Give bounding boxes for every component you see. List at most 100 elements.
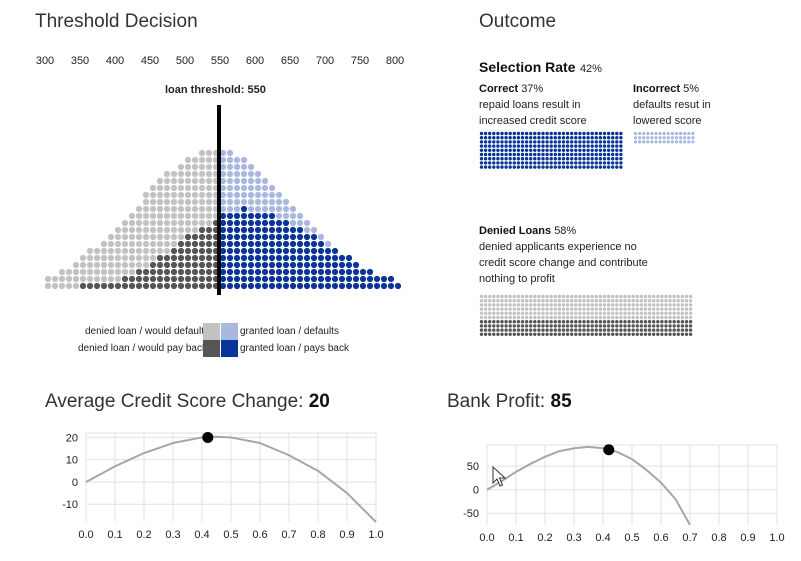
applicant-dot (191, 275, 199, 283)
correct-block: Correct 37% repaid loans result in incre… (479, 81, 587, 129)
x-tick-label: 1.0 (769, 532, 784, 544)
outcome-dot (570, 294, 574, 299)
applicant-dot (93, 261, 101, 269)
applicant-dot (198, 226, 206, 234)
outcome-dot (529, 303, 533, 307)
outcome-dot (570, 320, 574, 324)
applicant-dot (184, 184, 192, 192)
applicant-dot (177, 275, 185, 283)
outcome-dot (512, 157, 516, 161)
applicant-dot (317, 247, 325, 255)
applicant-dot (128, 268, 136, 276)
outcome-dot (516, 165, 521, 169)
applicant-dot (240, 233, 248, 241)
applicant-dot (254, 191, 262, 199)
outcome-dot (508, 307, 512, 311)
applicant-dot (261, 226, 269, 234)
outcome-dot (529, 140, 533, 144)
outcome-dot (500, 328, 504, 332)
outcome-dot (668, 332, 672, 336)
applicant-dot (128, 233, 136, 241)
outcome-dot (561, 140, 566, 144)
outcome-dot (496, 294, 500, 299)
outcome-dot (662, 131, 666, 136)
applicant-dot (359, 268, 367, 276)
outcome-dot (656, 311, 660, 315)
outcome-dot (557, 157, 562, 161)
outcome-dot (586, 157, 590, 161)
outcome-dot (549, 303, 553, 307)
outcome-dot (516, 332, 521, 336)
outcome-dot (488, 315, 492, 320)
outcome-dot (483, 320, 488, 324)
outcome-dot (680, 311, 685, 315)
applicant-dot (93, 247, 101, 255)
applicant-dot (163, 275, 171, 283)
outcome-dot (492, 324, 496, 328)
denied-label: Denied Loans (479, 225, 552, 237)
outcome-dot (549, 136, 553, 140)
outcome-dot (570, 131, 574, 136)
outcome-dot (635, 320, 639, 324)
outcome-dot (504, 307, 508, 311)
applicant-dot (191, 247, 199, 255)
x-tick-label: 0.1 (107, 529, 122, 541)
applicant-dot (191, 177, 199, 185)
outcome-dot (594, 332, 598, 336)
applicant-dot (226, 191, 234, 199)
outcome-dot (590, 299, 594, 303)
outcome-dot (590, 157, 594, 161)
outcome-dot (545, 144, 549, 148)
outcome-dot (520, 320, 525, 324)
outcome-dot (590, 303, 594, 307)
outcome-dot (639, 332, 644, 336)
outcome-dot (615, 131, 619, 136)
applicant-dot (275, 261, 283, 269)
applicant-dot (226, 149, 234, 157)
outcome-dot (646, 136, 650, 140)
outcome-dot (516, 131, 521, 136)
outcome-dot (500, 165, 504, 169)
outcome-dot (520, 131, 525, 136)
applicant-dot (128, 282, 136, 290)
outcome-dot (598, 332, 603, 336)
outcome-dot (524, 165, 529, 169)
outcome-dot (619, 332, 623, 336)
outcome-dot (537, 324, 541, 328)
applicant-dot (352, 268, 360, 276)
outcome-dot (680, 332, 685, 336)
applicant-dot (282, 268, 290, 276)
x-tick-label: 0.9 (339, 529, 354, 541)
applicant-dot (149, 275, 157, 283)
applicant-dot (170, 226, 178, 234)
outcome-dot (520, 140, 525, 144)
applicant-dot (121, 261, 129, 269)
outcome-dot (529, 311, 533, 315)
applicant-dot (191, 254, 199, 262)
threshold-slider-handle[interactable] (217, 105, 221, 295)
outcome-dot (598, 299, 603, 303)
applicant-dot (114, 240, 122, 248)
outcome-dot (524, 131, 529, 136)
outcome-dot (553, 144, 557, 148)
outcome-dot (668, 303, 672, 307)
applicant-dot (177, 191, 185, 199)
outcome-dot (570, 148, 574, 152)
applicant-dot (324, 275, 332, 283)
x-tick-label: 0.8 (711, 532, 726, 544)
outcome-dot (496, 324, 500, 328)
applicant-dot (254, 177, 262, 185)
outcome-dot (688, 332, 693, 336)
applicant-dot (142, 191, 150, 199)
applicant-dot (149, 219, 157, 227)
applicant-dot (282, 240, 290, 248)
outcome-dot (660, 315, 664, 320)
outcome-dot (537, 165, 541, 169)
applicant-dot (219, 212, 227, 220)
outcome-dot (483, 315, 488, 320)
outcome-dot (598, 315, 603, 320)
outcome-dot (479, 144, 484, 148)
outcome-dot (557, 140, 562, 144)
outcome-dot (524, 328, 529, 332)
correct-desc-line2: increased credit score (479, 115, 587, 127)
